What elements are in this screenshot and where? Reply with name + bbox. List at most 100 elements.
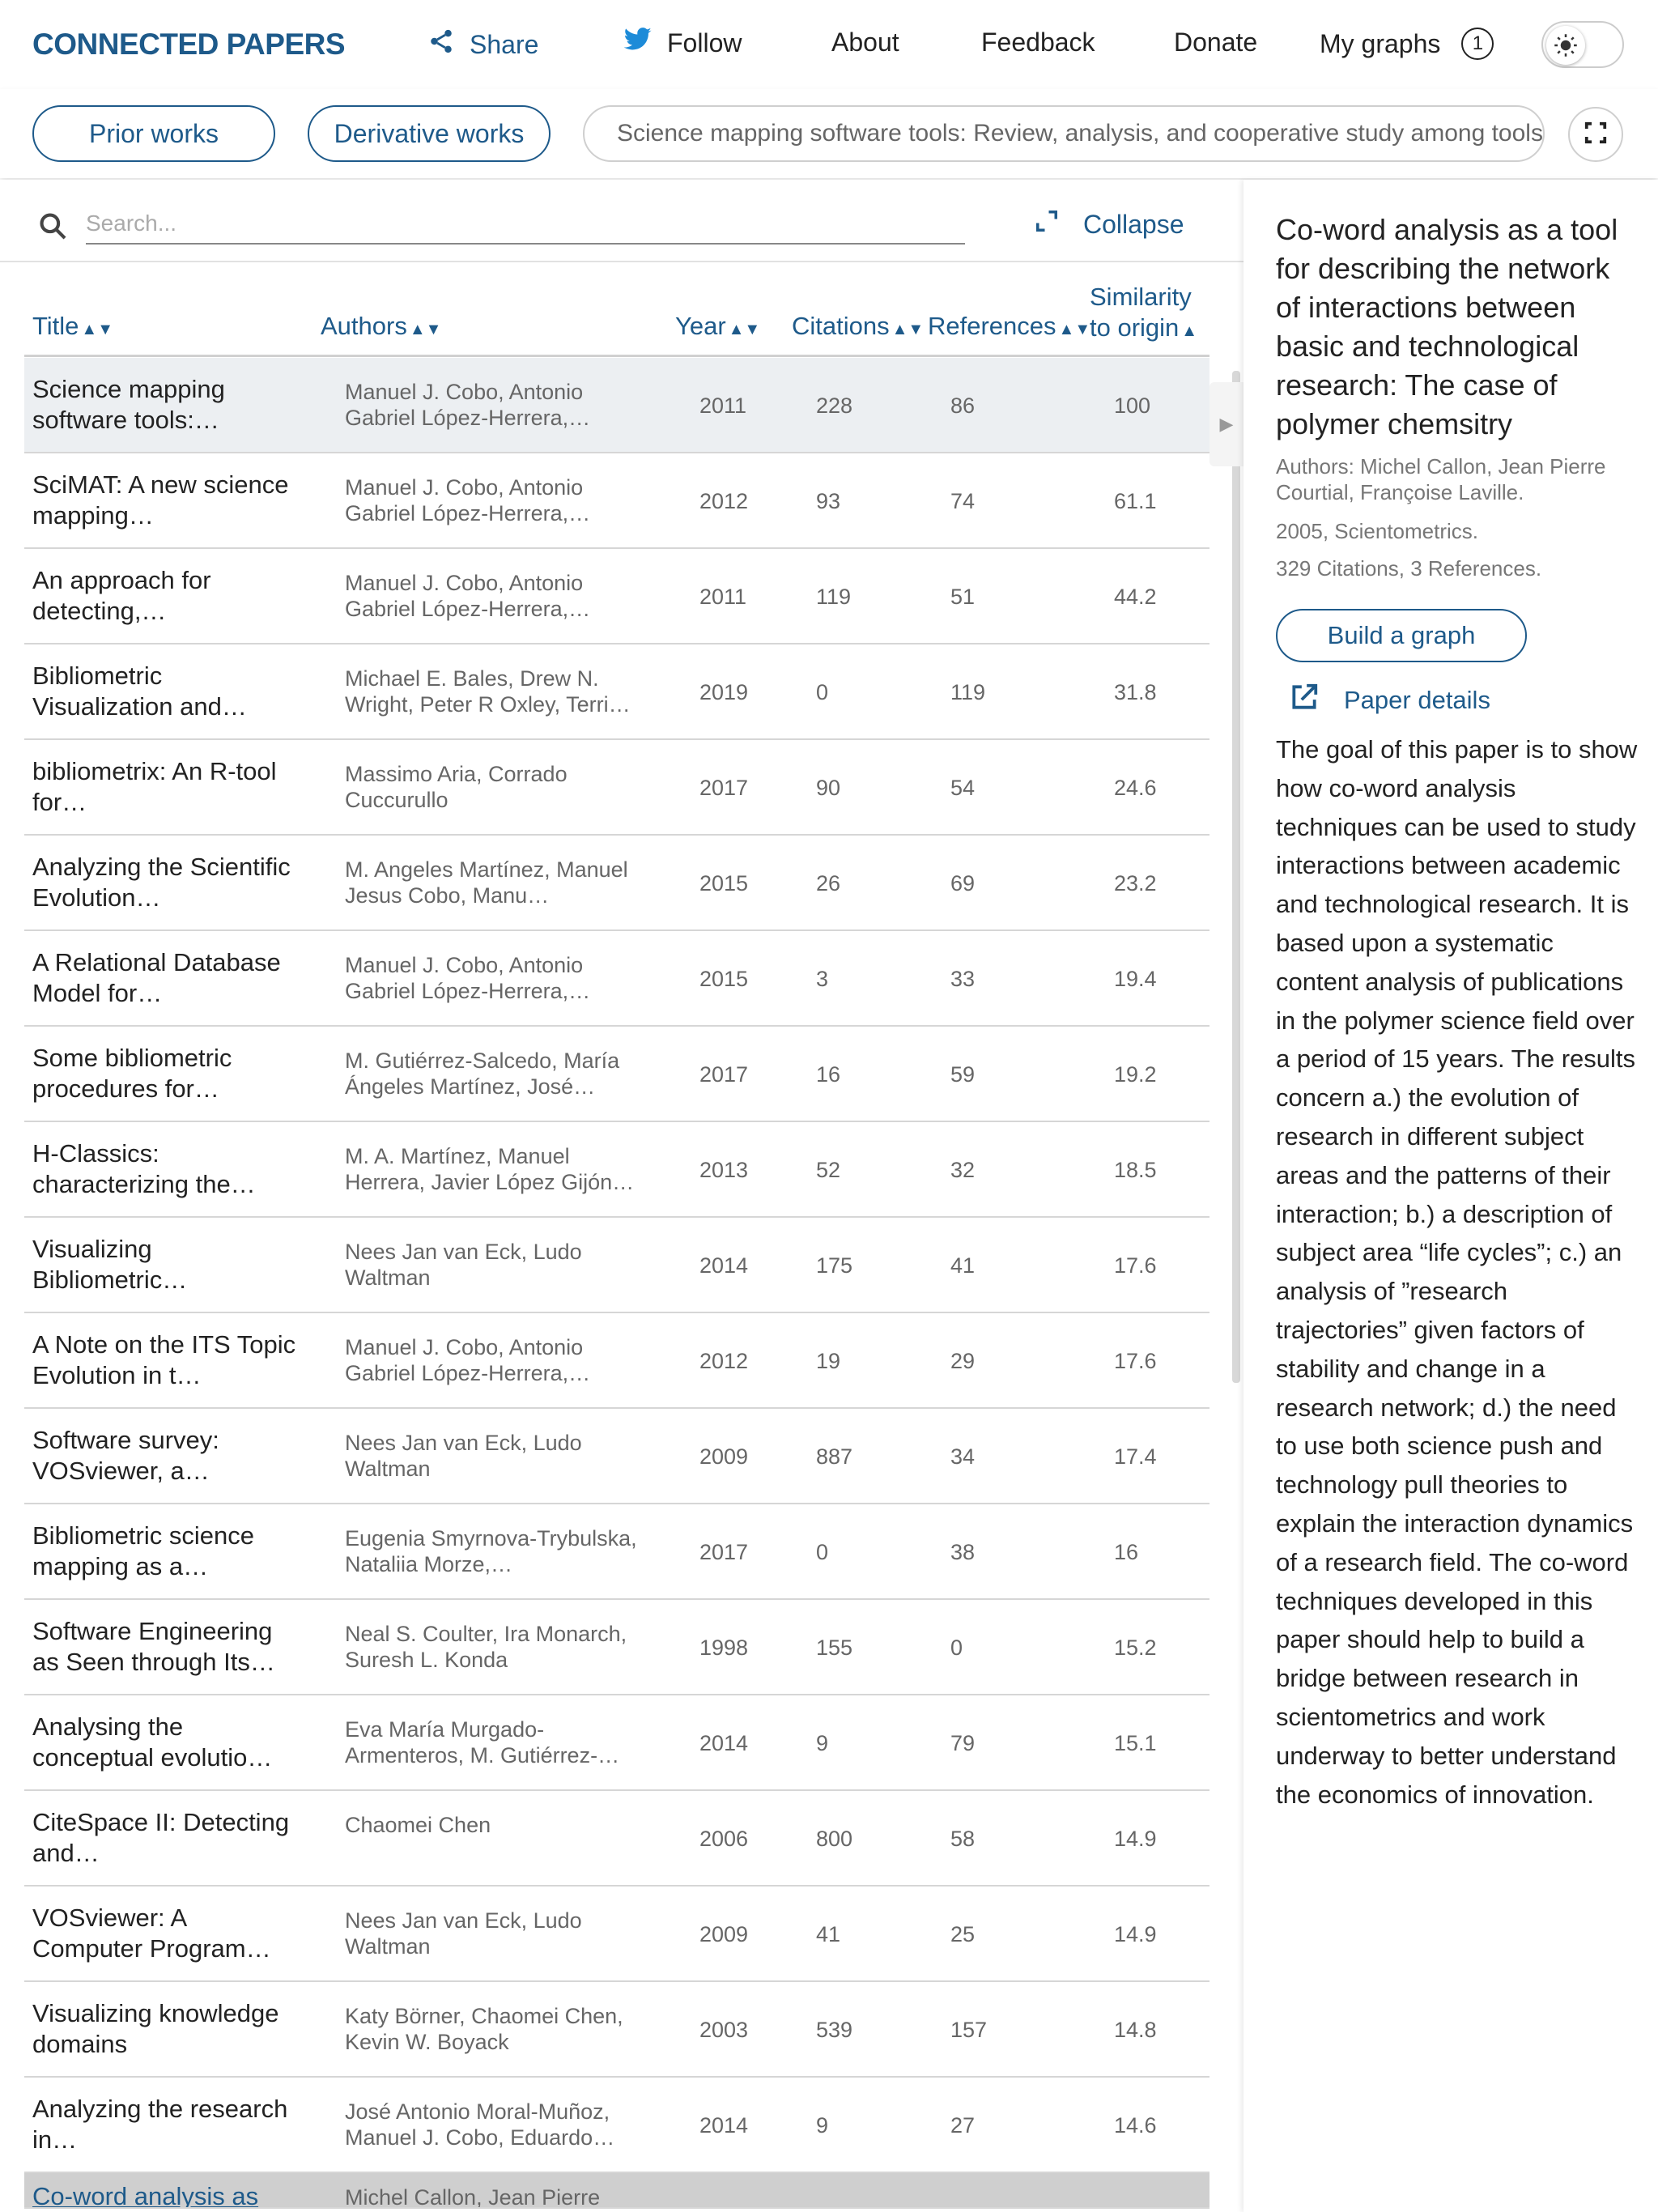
share-button[interactable]: Share bbox=[427, 28, 538, 62]
top-navbar: CONNECTED PAPERS Share Follow About Feed… bbox=[0, 0, 1658, 89]
row-citations: 0 bbox=[816, 680, 829, 704]
row-citations: 3 bbox=[816, 967, 829, 991]
table-row[interactable]: Analyzing the research in… José Antonio M… bbox=[24, 2078, 1209, 2173]
header-year[interactable]: Year ▲▼ bbox=[675, 311, 760, 345]
row-year: 2011 bbox=[699, 585, 747, 609]
paper-list-panel: Collapse Title▲▼ Authors▲▼ Year▲▼ Citati… bbox=[0, 180, 1244, 2212]
share-icon bbox=[427, 28, 455, 62]
table-row[interactable]: Bibliometric Visualization and… Michael E… bbox=[24, 644, 1209, 740]
share-label: Share bbox=[470, 29, 539, 59]
row-similarity: 17.6 bbox=[1114, 1349, 1157, 1373]
header-similarity[interactable]: Similarity to origin ▲ bbox=[1090, 282, 1197, 347]
row-references: 69 bbox=[950, 871, 976, 895]
row-title: Some bibliometric procedures for… bbox=[32, 1044, 232, 1103]
row-similarity: 14.9 bbox=[1114, 1827, 1157, 1851]
nav-my-graphs[interactable]: My graphs 1 bbox=[1320, 28, 1494, 60]
origin-paper-field[interactable]: Science mapping software tools: Review, … bbox=[583, 105, 1545, 162]
row-citations: 0 bbox=[816, 1540, 829, 1564]
table-row[interactable]: Visualizing Bibliometric… Nees Jan van Ec… bbox=[24, 1218, 1209, 1313]
header-references-label: References bbox=[928, 312, 1056, 340]
row-citations: 119 bbox=[816, 585, 852, 609]
row-references: 79 bbox=[950, 1731, 976, 1755]
search-input[interactable] bbox=[86, 204, 965, 245]
row-title: bibliometrix: An R-tool for… bbox=[32, 757, 277, 816]
header-title[interactable]: Title ▲▼ bbox=[32, 311, 113, 345]
table-row[interactable]: bibliometrix: An R-tool for… Massimo Aria… bbox=[24, 740, 1209, 836]
row-similarity: 14.9 bbox=[1114, 1922, 1157, 1946]
table-row[interactable]: Software survey: VOSviewer, a… Nees Jan v… bbox=[24, 1409, 1209, 1504]
side-panel-toggle[interactable]: ▶ bbox=[1209, 382, 1244, 466]
header-references[interactable]: References ▲▼ bbox=[928, 311, 1090, 345]
row-title: A Relational Database Model for… bbox=[32, 948, 281, 1007]
list-scrollbar[interactable] bbox=[1232, 371, 1240, 1383]
header-underline bbox=[24, 355, 1209, 357]
table-row[interactable]: A Note on the ITS Topic Evolution in t… M… bbox=[24, 1313, 1209, 1409]
table-row[interactable]: CiteSpace II: Detecting and… Chaomei Chen… bbox=[24, 1791, 1209, 1887]
nav-donate[interactable]: Donate bbox=[1174, 28, 1257, 57]
row-authors: Manuel J. Cobo, Antonio Gabriel López-He… bbox=[345, 571, 591, 621]
list-search-row: Collapse bbox=[0, 180, 1214, 261]
row-year: 2017 bbox=[699, 1540, 749, 1564]
row-authors: Manuel J. Cobo, Antonio Gabriel López-He… bbox=[345, 475, 591, 525]
nav-about-label: About bbox=[831, 28, 899, 57]
fullscreen-button[interactable] bbox=[1568, 107, 1623, 162]
table-row[interactable]: Software Engineering as Seen through Its… bbox=[24, 1600, 1209, 1695]
table-row[interactable]: Analysing the conceptual evolutio… Eva Ma… bbox=[24, 1695, 1209, 1791]
chevron-right-icon: ▶ bbox=[1219, 414, 1234, 434]
table-row[interactable]: Some bibliometric procedures for… M. Guti… bbox=[24, 1027, 1209, 1122]
table-row[interactable]: Science mapping software tools:… Manuel J… bbox=[24, 358, 1209, 453]
header-citations[interactable]: Citations ▲▼ bbox=[792, 311, 924, 345]
table-row[interactable]: An approach for detecting,… Manuel J. Cob… bbox=[24, 549, 1209, 644]
table-row[interactable]: H-Classics: characterizing the… M. A. Mar… bbox=[24, 1122, 1209, 1218]
table-row[interactable]: SciMAT: A new science mapping… Manuel J. … bbox=[24, 453, 1209, 549]
row-references: 32 bbox=[950, 1158, 976, 1182]
search-icon bbox=[37, 211, 68, 245]
row-references: 119 bbox=[950, 680, 986, 704]
row-title: Software Engineering as Seen through Its… bbox=[32, 1617, 275, 1676]
logo[interactable]: CONNECTED PAPERS bbox=[32, 28, 346, 61]
row-title: Visualizing Bibliometric… bbox=[32, 1235, 188, 1294]
twitter-bird-icon bbox=[623, 28, 653, 58]
follow-button[interactable]: Follow bbox=[623, 28, 742, 58]
row-year: 2014 bbox=[699, 1253, 749, 1278]
row-references: 54 bbox=[950, 776, 976, 800]
collapse-button[interactable]: Collapse bbox=[1035, 209, 1184, 240]
derivative-works-button[interactable]: Derivative works bbox=[308, 105, 551, 162]
theme-toggle[interactable] bbox=[1541, 21, 1624, 68]
row-similarity: 18.5 bbox=[1114, 1158, 1157, 1182]
table-row[interactable]: Bibliometric science mapping as a… Eugeni… bbox=[24, 1504, 1209, 1600]
sort-icon: ▲▼ bbox=[1058, 321, 1091, 338]
table-row[interactable]: Analyzing the Scientific Evolution… M. An… bbox=[24, 836, 1209, 931]
row-authors: José Antonio Moral-Muñoz, Manuel J. Cobo… bbox=[345, 2099, 615, 2150]
table-row[interactable]: A Relational Database Model for… Manuel J… bbox=[24, 931, 1209, 1027]
row-year: 2009 bbox=[699, 1922, 749, 1946]
table-row-partial[interactable]: Co-word analysis as Michel Callon, Jean P… bbox=[24, 2173, 1209, 2209]
row-similarity: 15.1 bbox=[1114, 1731, 1157, 1755]
paper-details-link[interactable]: Paper details bbox=[1289, 682, 1490, 719]
row-year: 2012 bbox=[699, 1349, 749, 1373]
row-year: 2003 bbox=[699, 2018, 749, 2042]
table-row[interactable]: Visualizing knowledge domains Katy Börner… bbox=[24, 1982, 1209, 2078]
row-year: 2014 bbox=[699, 1731, 749, 1755]
header-title-label: Title bbox=[32, 312, 79, 340]
row-title: Co-word analysis as bbox=[32, 2182, 259, 2209]
row-year: 2017 bbox=[699, 1062, 749, 1087]
row-title: Analysing the conceptual evolutio… bbox=[32, 1712, 273, 1772]
nav-about[interactable]: About bbox=[831, 28, 899, 57]
row-authors: M. Angeles Martínez, Manuel Jesus Cobo, … bbox=[345, 857, 628, 908]
row-similarity: 44.2 bbox=[1114, 585, 1157, 609]
build-graph-button[interactable]: Build a graph bbox=[1276, 609, 1527, 662]
header-authors[interactable]: Authors ▲▼ bbox=[321, 311, 441, 345]
row-similarity: 24.6 bbox=[1114, 776, 1157, 800]
prior-works-button[interactable]: Prior works bbox=[32, 105, 275, 162]
row-references: 27 bbox=[950, 2113, 976, 2138]
row-authors: Chaomei Chen bbox=[345, 1813, 491, 1837]
table-row[interactable]: VOSviewer: A Computer Program… Nees Jan v… bbox=[24, 1887, 1209, 1982]
row-citations: 16 bbox=[816, 1062, 841, 1087]
collapse-label: Collapse bbox=[1083, 209, 1184, 239]
row-year: 2013 bbox=[699, 1158, 749, 1182]
nav-feedback[interactable]: Feedback bbox=[981, 28, 1095, 57]
row-citations: 19 bbox=[816, 1349, 841, 1373]
row-similarity: 17.6 bbox=[1114, 1253, 1157, 1278]
row-references: 86 bbox=[950, 393, 976, 418]
